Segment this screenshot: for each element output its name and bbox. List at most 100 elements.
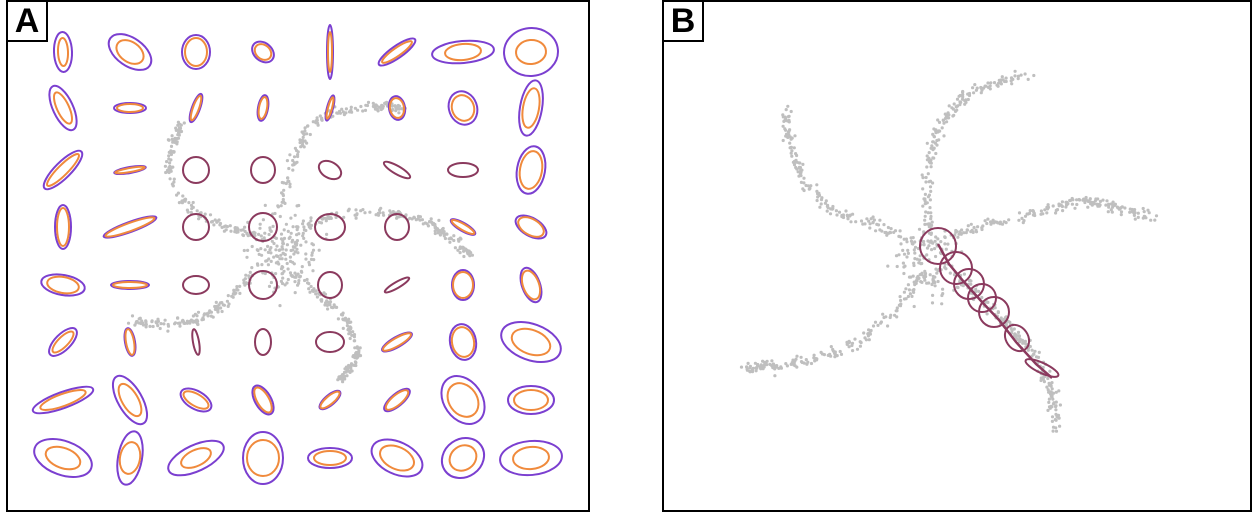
data-point — [310, 251, 314, 255]
outer-ellipse — [251, 384, 275, 416]
data-point — [977, 289, 981, 293]
data-point — [903, 264, 907, 268]
data-point — [365, 103, 370, 108]
data-point — [966, 224, 970, 228]
outer-ellipse — [42, 149, 84, 191]
data-point — [275, 254, 279, 258]
data-point — [1004, 79, 1008, 84]
data-point — [330, 305, 334, 309]
data-point — [825, 204, 829, 208]
trajectory-ellipse — [919, 227, 957, 265]
data-point — [289, 216, 293, 220]
outer-ellipse — [377, 37, 417, 67]
data-point — [196, 322, 200, 326]
data-point — [312, 258, 316, 262]
data-point — [227, 302, 231, 306]
data-point — [222, 229, 226, 233]
data-point — [962, 231, 966, 235]
data-point — [164, 170, 168, 175]
data-point — [761, 367, 765, 371]
data-point — [280, 180, 284, 185]
data-point — [1060, 204, 1064, 209]
data-point — [242, 278, 246, 282]
data-point — [163, 318, 167, 322]
data-point — [1113, 202, 1117, 206]
data-point — [348, 325, 352, 329]
data-point — [374, 103, 378, 107]
data-ellipse — [182, 213, 210, 241]
panel-a-label: A — [8, 2, 48, 42]
data-point — [344, 107, 348, 111]
data-point — [925, 253, 929, 257]
data-ellipse — [314, 213, 346, 241]
data-point — [1015, 337, 1020, 341]
data-point — [213, 218, 217, 222]
data-point — [897, 253, 901, 257]
outer-ellipse — [181, 34, 211, 70]
data-point — [397, 210, 402, 214]
inner-ellipse — [515, 38, 547, 66]
inner-ellipse — [104, 216, 156, 238]
data-point — [875, 222, 879, 226]
data-point — [801, 162, 805, 166]
data-point — [470, 253, 474, 257]
data-point — [178, 321, 182, 325]
data-point — [1046, 207, 1050, 211]
data-point — [276, 204, 280, 208]
data-point — [1086, 205, 1090, 209]
data-point — [229, 229, 233, 233]
data-point — [1110, 210, 1114, 214]
data-point — [315, 116, 319, 120]
data-point — [329, 216, 333, 220]
data-point — [804, 358, 808, 362]
data-point — [303, 278, 307, 283]
data-point — [280, 257, 284, 261]
data-point — [309, 219, 313, 223]
data-point — [934, 254, 938, 259]
data-point — [416, 217, 420, 221]
data-point — [303, 126, 307, 130]
data-point — [1057, 389, 1061, 393]
data-point — [786, 115, 791, 119]
inner-ellipse — [51, 330, 75, 354]
outer-ellipse — [179, 387, 213, 413]
data-point — [1045, 211, 1049, 215]
data-point — [305, 277, 309, 282]
data-point — [966, 92, 970, 96]
data-point — [437, 218, 441, 222]
data-point — [986, 300, 990, 304]
data-point — [812, 353, 816, 357]
data-point — [1119, 213, 1123, 217]
data-point — [436, 231, 440, 235]
data-point — [433, 231, 437, 236]
data-point — [988, 87, 992, 91]
data-point — [1054, 405, 1058, 409]
outer-ellipse — [52, 31, 74, 73]
data-point — [1007, 218, 1011, 222]
data-point — [819, 202, 823, 206]
data-point — [871, 324, 876, 328]
data-point — [739, 365, 744, 369]
data-point — [440, 227, 444, 231]
data-point — [1030, 348, 1034, 352]
data-point — [936, 118, 940, 122]
data-point — [906, 294, 910, 299]
data-point — [358, 346, 362, 350]
data-point — [823, 201, 827, 205]
data-point — [342, 215, 346, 219]
outer-ellipse — [500, 321, 562, 363]
data-point — [292, 155, 297, 159]
data-point — [340, 107, 344, 111]
data-point — [995, 83, 999, 87]
data-point — [343, 316, 348, 320]
data-point — [1039, 212, 1043, 216]
data-point — [789, 362, 793, 366]
data-point — [934, 235, 938, 239]
data-point — [1073, 206, 1077, 210]
data-point — [263, 231, 267, 235]
data-point — [176, 133, 180, 137]
data-point — [174, 128, 178, 132]
data-point — [293, 280, 297, 284]
data-point — [884, 315, 888, 319]
data-point — [230, 294, 234, 298]
